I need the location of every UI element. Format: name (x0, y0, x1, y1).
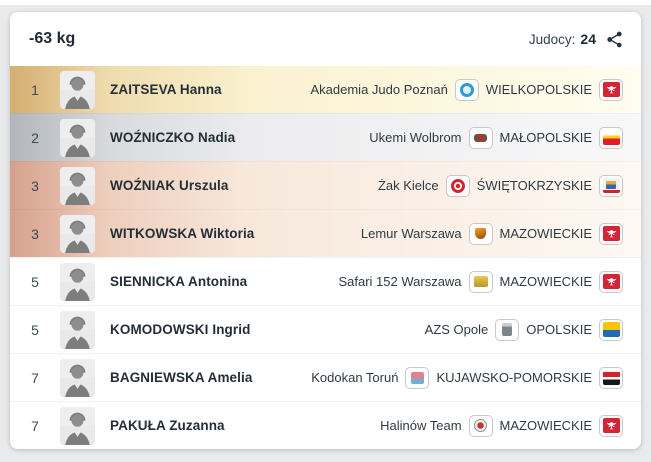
rank-number: 2 (31, 129, 39, 146)
club-logo-icon (405, 366, 430, 389)
athlete-name: SIENNICKA Antonina (110, 274, 248, 289)
card-header: -63 kg Judocy: 24 (10, 12, 641, 66)
club-logo-icon (445, 174, 470, 197)
table-row[interactable]: 5 SIENNICKA Antonina Safari 152 Warszawa… (10, 257, 641, 305)
table-row[interactable]: 1 ZAITSEVA Hanna Akademia Judo Poznań WI… (10, 66, 641, 113)
club-name: AZS Opole (424, 322, 489, 337)
rank-number: 1 (31, 81, 39, 98)
club-name: Akademia Judo Poznań (310, 82, 448, 97)
region-name: ŚWIĘTOKRZYSKIE (476, 178, 592, 193)
club-name: Lemur Warszawa (360, 226, 462, 241)
region-flag-icon (599, 78, 623, 101)
athlete-avatar-icon (60, 214, 95, 253)
region-name: MAŁOPOLSKIE (499, 130, 592, 145)
region-name: MAZOWIECKIE (499, 226, 592, 241)
participants-info: Judocy: 24 (529, 29, 625, 49)
table-row[interactable]: 3 WITKOWSKA Wiktoria Lemur Warszawa MAZO… (10, 209, 641, 257)
region-flag-icon (599, 222, 623, 245)
athlete-name: WITKOWSKA Wiktoria (110, 226, 255, 241)
rank-number: 5 (31, 321, 39, 338)
club-logo-icon (468, 126, 493, 149)
club-name: Ukemi Wolbrom (369, 130, 462, 145)
region-flag-icon (599, 366, 623, 389)
rank-number: 3 (31, 225, 39, 242)
rank-number: 5 (31, 273, 39, 290)
club-logo-icon (468, 270, 493, 293)
athlete-name: PAKUŁA Zuzanna (110, 418, 225, 433)
region-name: OPOLSKIE (526, 322, 592, 337)
region-flag-icon (599, 174, 623, 197)
athlete-name: WOŹNICZKO Nadia (110, 130, 236, 145)
table-row[interactable]: 7 BAGNIEWSKA Amelia Kodokan Toruń KUJAWS… (10, 353, 641, 401)
club-name: Halinów Team (380, 418, 462, 433)
results-list: 1 ZAITSEVA Hanna Akademia Judo Poznań WI… (10, 66, 641, 449)
region-name: MAZOWIECKIE (499, 418, 592, 433)
athlete-name: WOŹNIAK Urszula (110, 178, 229, 193)
category-results-card: -63 kg Judocy: 24 1 ZAITSEVA Hanna Akade… (10, 12, 641, 449)
region-name: WIELKOPOLSKIE (485, 82, 592, 97)
club-name: Kodokan Toruń (311, 370, 399, 385)
club-name: Safari 152 Warszawa (338, 274, 462, 289)
club-name: Żak Kielce (377, 178, 439, 193)
region-flag-icon (599, 318, 623, 341)
rank-number: 7 (31, 369, 39, 386)
club-logo-icon (495, 318, 520, 341)
club-logo-icon (454, 78, 479, 101)
club-logo-icon (468, 414, 493, 437)
rank-number: 3 (31, 177, 39, 194)
region-name: KUJAWSKO-POMORSKIE (436, 370, 592, 385)
athlete-name: KOMODOWSKI Ingrid (110, 322, 251, 337)
athlete-avatar-icon (60, 406, 95, 445)
table-row[interactable]: 7 PAKUŁA Zuzanna Halinów Team MAZOWIECKI… (10, 401, 641, 449)
participants-count: 24 (580, 31, 596, 47)
region-flag-icon (599, 126, 623, 149)
athlete-avatar-icon (60, 310, 95, 349)
athlete-avatar-icon (60, 166, 95, 205)
rank-number: 7 (31, 417, 39, 434)
table-row[interactable]: 5 KOMODOWSKI Ingrid AZS Opole OPOLSKIE (10, 305, 641, 353)
table-row[interactable]: 2 WOŹNICZKO Nadia Ukemi Wolbrom MAŁOPOLS… (10, 113, 641, 161)
table-row[interactable]: 3 WOŹNIAK Urszula Żak Kielce ŚWIĘTOKRZYS… (10, 161, 641, 209)
athlete-avatar-icon (60, 70, 95, 109)
club-logo-icon (468, 222, 493, 245)
participants-label: Judocy: (528, 31, 576, 47)
athlete-avatar-icon (60, 262, 95, 301)
previous-card-bottom-edge (0, 0, 651, 5)
category-title: -63 kg (29, 30, 76, 47)
athlete-avatar-icon (60, 118, 95, 157)
region-flag-icon (599, 270, 623, 293)
athlete-name: BAGNIEWSKA Amelia (110, 370, 253, 385)
region-name: MAZOWIECKIE (499, 274, 592, 289)
athlete-avatar-icon (60, 358, 95, 397)
share-icon[interactable] (605, 29, 625, 49)
athlete-name: ZAITSEVA Hanna (110, 82, 222, 97)
region-flag-icon (599, 414, 623, 437)
